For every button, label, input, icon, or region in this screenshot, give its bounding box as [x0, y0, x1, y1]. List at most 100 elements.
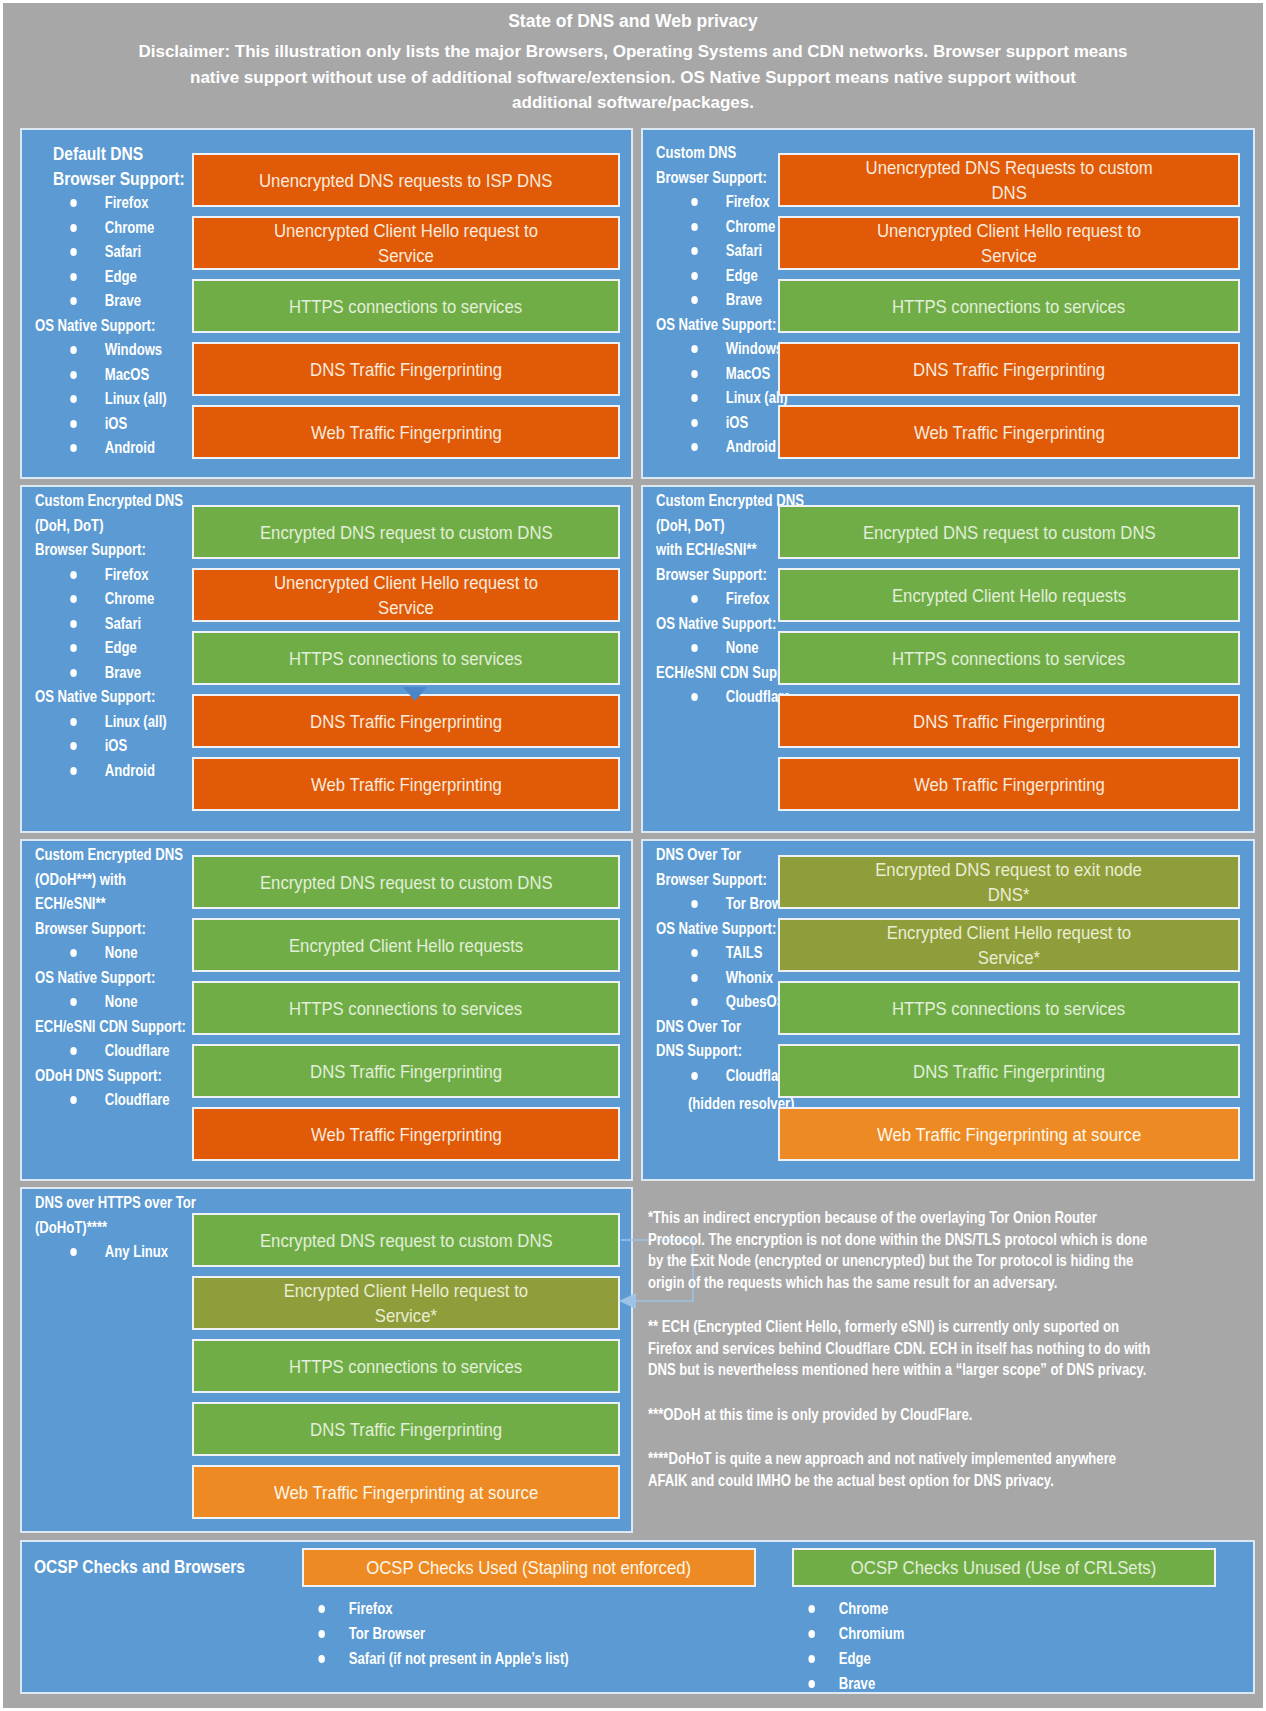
bar-label: HTTPS connections to services	[892, 294, 1125, 319]
bullet-icon	[691, 272, 698, 280]
ocsp-unused-items: ChromeChromiumEdgeBrave	[792, 1596, 1202, 1696]
page-title: State of DNS and Web privacy	[3, 11, 1263, 32]
bar-label: HTTPS connections to services	[289, 1354, 522, 1379]
bullet-icon	[691, 693, 698, 701]
ocsp-used-group: OCSP Checks Used (Stapling not enforced)…	[302, 1548, 756, 1671]
bar-green: HTTPS connections to services	[192, 981, 620, 1035]
ocsp-unused-box: OCSP Checks Unused (Use of CRLSets)	[792, 1548, 1216, 1587]
list-item: Tor Browser	[302, 1621, 712, 1646]
list-item-label: iOS	[105, 734, 128, 759]
bar-green: HTTPS connections to services	[192, 1339, 620, 1393]
bar-stack: Unencrypted DNS requests to ISP DNS Unenc…	[192, 153, 620, 468]
panel-custom-encrypted-dns-ech: Custom Encrypted DNS(DoH, DoT)with ECH/e…	[641, 485, 1255, 833]
bar-label: Unencrypted DNS Requests to custom DNS	[865, 155, 1152, 205]
list-item-label: Tor Browser	[349, 1621, 425, 1646]
bullet-icon	[691, 345, 698, 353]
bar-label: HTTPS connections to services	[289, 996, 522, 1021]
bar-orange: Unencrypted Client Hello request to Serv…	[778, 216, 1240, 270]
bullet-icon	[318, 1630, 325, 1638]
bullet-icon	[691, 247, 698, 255]
list-item-label: Chrome	[105, 216, 155, 241]
bar-label: Encrypted DNS request to custom DNS	[260, 1228, 553, 1253]
bar-label: Web Traffic Fingerprinting	[914, 420, 1105, 445]
bullet-icon	[691, 223, 698, 231]
bar-label: Web Traffic Fingerprinting at source	[877, 1122, 1141, 1147]
list-item-label: Cloudflare	[105, 1088, 170, 1113]
list-item: Edge	[792, 1646, 1202, 1671]
list-item-label: Whonix	[726, 966, 773, 991]
bullet-icon	[70, 444, 77, 452]
bar-label: Unencrypted Client Hello request to Serv…	[274, 218, 538, 268]
bar-orange: Web Traffic Fingerprinting	[192, 757, 620, 811]
bar-stack: Encrypted DNS request to custom DNS Encry…	[192, 855, 620, 1170]
bullet-icon	[691, 419, 698, 427]
bullet-icon	[70, 248, 77, 256]
bar-label: Encrypted DNS request to custom DNS	[260, 870, 553, 895]
bullet-icon	[691, 443, 698, 451]
list-item-label: Brave	[726, 288, 762, 313]
bar-amber: Web Traffic Fingerprinting at source	[778, 1107, 1240, 1161]
bar-label: Encrypted Client Hello requests	[289, 933, 523, 958]
bullet-icon	[691, 394, 698, 402]
bar-orange: DNS Traffic Fingerprinting	[778, 694, 1240, 748]
list-item-label: Firefox	[349, 1596, 393, 1621]
list-item-label: Chrome	[726, 215, 776, 240]
bar-label: Encrypted DNS request to exit node DNS*	[876, 857, 1143, 907]
panel-default-dns: Default DNSBrowser Support:FirefoxChrome…	[20, 128, 633, 479]
bullet-icon	[808, 1605, 815, 1613]
panel-dohot: DNS over HTTPS over Tor(DoHoT)****Any Li…	[20, 1187, 633, 1533]
bullet-icon	[70, 742, 77, 750]
bar-orange: Web Traffic Fingerprinting	[192, 405, 620, 459]
list-item-label: Linux (all)	[105, 387, 167, 412]
panel-dns-over-tor: DNS Over TorBrowser Support:Tor BrowserO…	[641, 839, 1255, 1181]
bullet-icon	[691, 370, 698, 378]
list-item: Firefox	[302, 1596, 712, 1621]
bar-label: Web Traffic Fingerprinting	[914, 772, 1105, 797]
bullet-icon	[70, 420, 77, 428]
bullet-icon	[70, 767, 77, 775]
bar-stack: Encrypted DNS request to custom DNSUnenc…	[192, 505, 620, 820]
bar-label: DNS Traffic Fingerprinting	[310, 357, 502, 382]
list-item-label: Edge	[105, 636, 137, 661]
list-item-label: MacOS	[105, 363, 149, 388]
sidebar-heading: DNS over HTTPS over Tor	[35, 1191, 224, 1216]
bullet-icon	[70, 1248, 77, 1256]
list-item-label: MacOS	[726, 362, 770, 387]
bar-orange: Web Traffic Fingerprinting	[778, 757, 1240, 811]
list-item: Chromium	[792, 1621, 1202, 1646]
bullet-icon	[318, 1605, 325, 1613]
bar-green: Encrypted DNS request to custom DNS	[192, 855, 620, 909]
bar-label: Unencrypted DNS requests to ISP DNS	[259, 168, 552, 193]
list-item: Brave	[792, 1671, 1202, 1696]
bullet-icon	[691, 900, 698, 908]
bullet-icon	[70, 669, 77, 677]
bar-label: Encrypted Client Hello requests	[892, 583, 1126, 608]
bar-label: HTTPS connections to services	[892, 996, 1125, 1021]
list-item-label: TAILS	[726, 941, 763, 966]
bullet-icon	[808, 1655, 815, 1663]
bar-stack: Encrypted DNS request to custom DNS Encry…	[778, 505, 1240, 820]
list-item-label: Firefox	[726, 190, 770, 215]
bullet-icon	[70, 571, 77, 579]
list-item-label: Safari	[105, 612, 141, 637]
list-item-label: iOS	[726, 411, 749, 436]
list-item-label: Windows	[726, 337, 783, 362]
bullet-icon	[70, 1096, 77, 1104]
panel-custom-encrypted-dns-odoh: Custom Encrypted DNS(ODoH***) withECH/eS…	[20, 839, 633, 1181]
ocsp-used-items: FirefoxTor BrowserSafari (if not present…	[302, 1596, 712, 1671]
bullet-icon	[70, 1047, 77, 1055]
bar-green: DNS Traffic Fingerprinting	[778, 1044, 1240, 1098]
bullet-icon	[70, 395, 77, 403]
list-item-label: None	[726, 636, 759, 661]
list-item-label: Android	[105, 759, 155, 784]
bar-label: Encrypted DNS request to custom DNS	[863, 520, 1156, 545]
list-item-label: Safari	[105, 240, 141, 265]
list-item-label: Any Linux	[105, 1240, 168, 1265]
bar-label: Web Traffic Fingerprinting	[311, 1122, 502, 1147]
bar-label: Web Traffic Fingerprinting at source	[274, 1480, 538, 1505]
ocsp-box-label: OCSP Checks Unused (Use of CRLSets)	[851, 1555, 1156, 1580]
bullet-icon	[70, 595, 77, 603]
bar-green: Encrypted DNS request to custom DNS	[192, 1213, 620, 1267]
bar-label: DNS Traffic Fingerprinting	[310, 1059, 502, 1084]
bar-label: Web Traffic Fingerprinting	[311, 772, 502, 797]
